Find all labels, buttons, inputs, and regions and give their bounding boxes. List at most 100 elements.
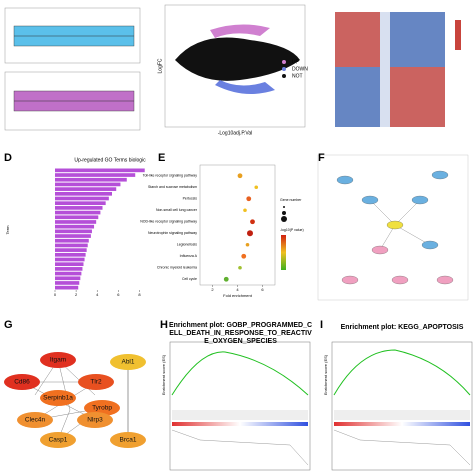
colorbar: [281, 235, 286, 270]
bar: [55, 196, 109, 201]
volcano: [164, 4, 306, 128]
bar: [55, 252, 86, 257]
gsea-title: Enrichment plot: KEGG_APOPTOSIS: [340, 324, 464, 331]
y-tick-label: NOD-like receptor signaling pathway: [140, 220, 197, 224]
x-tick-label: 4: [96, 292, 99, 297]
y-tick-label: Starch and sucrose metabolism: [148, 185, 197, 189]
bar: [55, 229, 92, 234]
legend-dot: [283, 206, 285, 208]
legend-label: UP: [292, 59, 300, 65]
dot: [254, 185, 259, 190]
dot: [245, 242, 250, 247]
heatmap: [335, 12, 461, 127]
dot: [247, 230, 253, 237]
bar: [55, 177, 127, 182]
panel-letter: F: [318, 152, 325, 164]
node: [110, 432, 146, 448]
x-tick-label: 6: [117, 292, 120, 297]
bar: [55, 285, 79, 290]
bar: [55, 220, 97, 224]
bar: [55, 173, 136, 177]
dot: [238, 265, 242, 270]
node: [40, 390, 76, 406]
node-label: Clec4n: [25, 417, 46, 424]
node-label: Casp1: [49, 437, 68, 444]
dot: [243, 208, 247, 213]
x-axis-label: -Log10adj.P.Val: [218, 130, 253, 136]
x-tick-label: 4: [236, 287, 239, 292]
legend-title: Gene number: [280, 198, 302, 202]
panel-letter: G: [4, 319, 13, 331]
bar: [55, 224, 95, 229]
node-label: Tlr2: [90, 379, 102, 386]
node: [84, 400, 120, 416]
bar: [55, 182, 121, 187]
x-tick-label: 2: [211, 287, 214, 292]
y-tick-label: Neurotrophin signaling pathway: [148, 231, 197, 235]
bar: [55, 238, 89, 243]
panel-letter: H: [160, 319, 168, 331]
node: [40, 432, 76, 448]
x-tick-label: 8: [138, 292, 141, 297]
legend-label: DOWN: [292, 66, 308, 72]
node: [4, 374, 40, 390]
node: [17, 412, 53, 428]
bar: [55, 187, 117, 191]
legend-dot: [282, 211, 286, 215]
node-label: Brca1: [120, 437, 137, 444]
node-label: Tyrobp: [92, 405, 112, 412]
node-label: Cd86: [14, 379, 30, 386]
node-label: Itgam: [50, 357, 66, 364]
bar: [55, 243, 88, 248]
plot-frame: [199, 164, 276, 286]
x-tick-label: 6: [261, 287, 264, 292]
y-axis-label: Enrichment score (ES): [161, 354, 166, 395]
panel-letter: D: [4, 152, 12, 164]
y-tick-label: Non-small cell lung cancer: [156, 208, 198, 212]
y-tick-label: Cell cycle: [182, 277, 197, 281]
bar: [55, 257, 85, 262]
dot: [246, 196, 252, 202]
bar: [55, 234, 91, 238]
bar: [55, 210, 101, 215]
bar: [55, 276, 81, 281]
panel-letter: E: [158, 152, 165, 164]
bar: [55, 201, 106, 206]
gsea-plots: [169, 341, 473, 471]
node-label: Nlrp3: [87, 417, 103, 424]
legend-title: -log10(P value): [280, 228, 304, 232]
gsea-title: Enrichment plot: GOBP_PROGRAMMED_CELL_DE…: [168, 322, 313, 345]
panel-letter: I: [320, 319, 323, 331]
legend-dot: [281, 216, 287, 222]
node: [78, 374, 114, 390]
y-tick-label: Pertussis: [183, 197, 198, 201]
bar: [55, 168, 145, 173]
y-axis-label: Term: [5, 225, 10, 235]
x-tick-label: 2: [75, 292, 78, 297]
node: [40, 352, 76, 368]
node: [77, 412, 113, 428]
bar: [55, 206, 103, 210]
boxplots: [4, 7, 141, 131]
y-tick-label: Toll-like receptor signaling pathway: [143, 174, 198, 178]
node: [110, 354, 146, 370]
dot: [241, 253, 247, 259]
y-axis-label: Enrichment score (ES): [323, 354, 328, 395]
bar: [55, 191, 112, 196]
legend-label: NOT: [292, 73, 303, 79]
bar: [55, 262, 84, 267]
y-axis-label: LogFC: [157, 58, 163, 73]
dot: [237, 173, 243, 179]
bar: [55, 281, 80, 285]
network-f: [317, 154, 469, 301]
bar: [55, 267, 83, 271]
node-label: Serpinb1a: [43, 395, 73, 402]
bar: [55, 248, 87, 252]
x-axis-label: Fold enrichment: [223, 293, 253, 298]
node-label: Abl1: [121, 359, 134, 366]
y-tick-label: Legionellosis: [177, 243, 197, 247]
dot: [223, 276, 229, 282]
y-tick-label: Chronic myeloid leukemia: [157, 266, 197, 270]
